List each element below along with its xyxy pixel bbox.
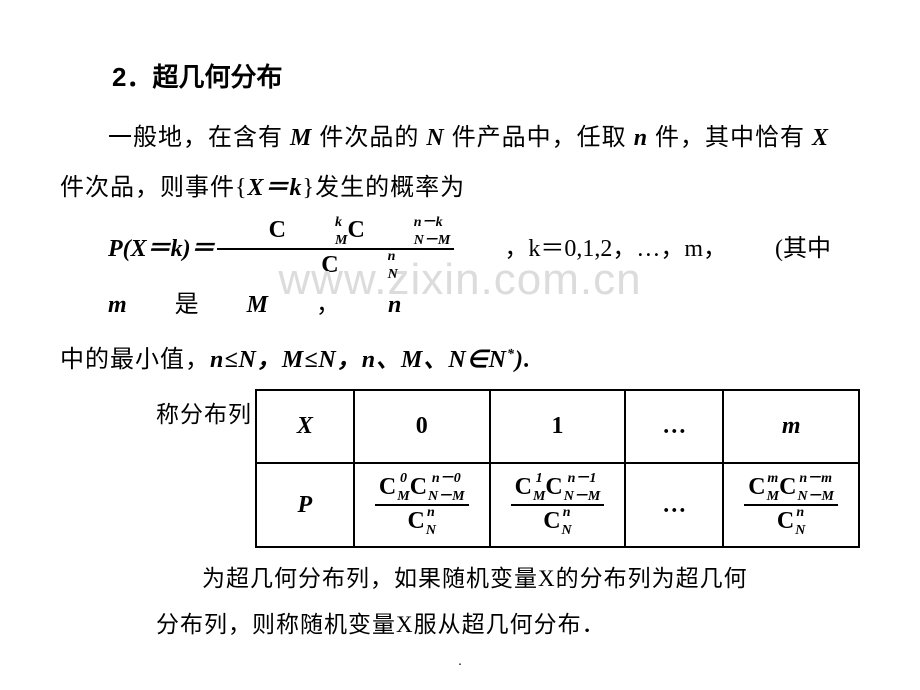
probability-formula: P(X＝k)＝ CkMCn－kN－M CnN ，k＝0,1,2，…，m， (其中… (60, 217, 860, 330)
var-M: M (290, 125, 312, 151)
section-heading: 2．超几何分布 (60, 50, 860, 105)
t4: 件，其中恰有 (648, 125, 812, 151)
main-fraction: CkMCn－k N－M CnN (217, 217, 455, 280)
s: 1 (533, 472, 545, 486)
formula-lhs: P(X＝k)＝ (60, 224, 215, 274)
distribution-table: X 0 1 … m P C0MCn－0N－M CnN (255, 389, 860, 548)
c: C (515, 474, 532, 500)
table-row: X 0 1 … m (256, 390, 859, 462)
s: N (562, 524, 572, 538)
cell-m: m (723, 390, 859, 462)
tail-c: ， (268, 280, 340, 330)
page-marker: . (458, 654, 462, 670)
c: C (543, 508, 560, 534)
sup-k: k (287, 216, 347, 230)
eq-xk: X＝k (248, 175, 303, 201)
conclusion-line-1: 为超几何分布列，如果随机变量X的分布列为超几何 (156, 556, 860, 602)
page-content: 2．超几何分布 一般地，在含有 M 件次品的 N 件产品中，任取 n 件，其中恰… (0, 0, 920, 648)
t2: 件次品的 (312, 125, 426, 151)
table-label: 称分布列 (156, 389, 255, 439)
var-m: m (60, 280, 127, 330)
s: N－M (797, 490, 834, 504)
var-X: X (812, 125, 829, 151)
s: N－M (564, 490, 601, 504)
cell-pm: CmMCn－m N－M CnN (723, 463, 859, 548)
cell-dots-1: … (625, 390, 723, 462)
cell-p1: C1MCn－1N－M CnN (490, 463, 626, 548)
p2a: 中的最小值， (60, 347, 210, 373)
t6: }发生的概率为 (303, 175, 466, 201)
C1: C (269, 217, 286, 243)
s: n－0 (428, 472, 465, 486)
c: C (777, 508, 794, 534)
var-M2: M (199, 280, 268, 330)
t3: 件产品中，任取 (445, 125, 634, 151)
c: C (410, 474, 427, 500)
sub-M: M (287, 234, 347, 248)
var-n: n (634, 125, 648, 151)
cell-dots-2: … (625, 463, 723, 548)
cell-P: P (256, 463, 354, 548)
frac-den: CnN (269, 250, 401, 280)
conclusion-line-2: 分布列，则称随机变量X服从超几何分布． (156, 602, 860, 648)
distribution-table-wrap: 称分布列 X 0 1 … m P C0MCn－0N－M CnN (156, 389, 860, 548)
C2: C (347, 217, 364, 243)
s: M (767, 490, 779, 504)
s: n (795, 506, 805, 520)
s: 0 (397, 472, 409, 486)
var-n2: n (340, 280, 401, 330)
cell-1: 1 (490, 390, 626, 462)
cond: n≤N，M≤N，n、M、N∈N (210, 347, 507, 373)
table-row: P C0MCn－0N－M CnN C1MCn－1N－M (256, 463, 859, 548)
s: m (767, 472, 779, 486)
C3: C (321, 252, 338, 278)
t5: 件次品，则事件{ (60, 175, 248, 201)
s: N (426, 524, 436, 538)
tail-a: (其中 (727, 224, 831, 274)
s: n (562, 506, 572, 520)
cell-X: X (256, 390, 354, 462)
cell-p0: C0MCn－0N－M CnN (354, 463, 490, 548)
sup-nmk: n－k (366, 216, 451, 230)
c: C (408, 508, 425, 534)
s: n (426, 506, 436, 520)
intro-paragraph: 一般地，在含有 M 件次品的 N 件产品中，任取 n 件，其中恰有 X 件次品，… (60, 113, 860, 214)
s: N－M (428, 490, 465, 504)
c: C (748, 474, 765, 500)
sub-NmM: N－M (366, 234, 451, 248)
s: N (795, 524, 805, 538)
p2b: ). (515, 347, 531, 373)
sub-N: N (340, 268, 398, 282)
cell-0: 0 (354, 390, 490, 462)
c: C (779, 474, 796, 500)
tail-b: 是 (127, 280, 199, 330)
sup-n: n (340, 250, 398, 264)
s: M (533, 490, 545, 504)
formula-mid: ，k＝0,1,2，…，m， (456, 224, 727, 274)
s: n－m (797, 472, 834, 486)
t1: 一般地，在含有 (108, 125, 290, 151)
s: M (397, 490, 409, 504)
s: n－1 (564, 472, 601, 486)
var-N: N (426, 125, 444, 151)
condition-line: 中的最小值，n≤N，M≤N，n、M、N∈N*). (60, 335, 860, 385)
frac-num: CkMCn－k N－M (217, 217, 455, 249)
c: C (545, 474, 562, 500)
star: * (507, 347, 515, 362)
c: C (379, 474, 396, 500)
